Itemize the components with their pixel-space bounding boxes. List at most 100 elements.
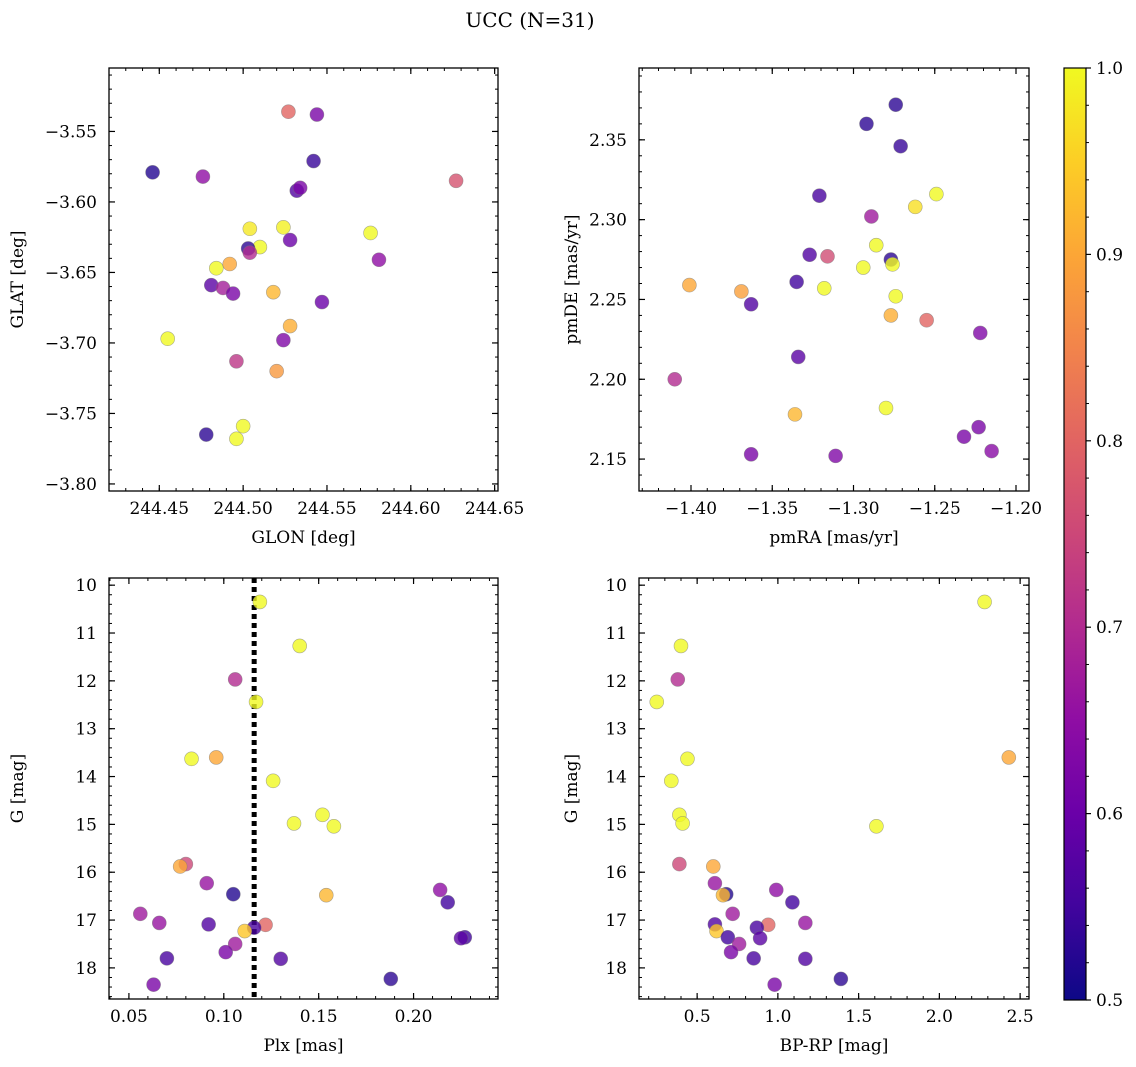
y-tick-label: 16 bbox=[75, 863, 97, 883]
data-point bbox=[956, 429, 972, 445]
data-point bbox=[266, 284, 281, 300]
data-point bbox=[888, 288, 904, 304]
data-point bbox=[159, 951, 175, 966]
y-tick-label: 15 bbox=[75, 815, 97, 835]
y-axis-label: G [mag] bbox=[562, 754, 582, 823]
data-point bbox=[869, 818, 884, 834]
data-point bbox=[248, 694, 264, 710]
data-point bbox=[972, 325, 988, 341]
y-tick-label: 2.35 bbox=[589, 131, 627, 151]
data-point bbox=[363, 225, 378, 241]
data-point bbox=[812, 188, 827, 203]
x-tick-label: 0.20 bbox=[395, 1007, 433, 1027]
plot-frame bbox=[638, 67, 1030, 492]
data-point bbox=[888, 97, 904, 113]
data-point bbox=[276, 220, 291, 235]
data-point bbox=[314, 294, 330, 310]
y-tick-label: 2.25 bbox=[589, 290, 627, 310]
data-point bbox=[242, 245, 258, 261]
plot-frame bbox=[108, 67, 499, 492]
data-point bbox=[269, 363, 284, 379]
data-point bbox=[195, 169, 211, 184]
data-point bbox=[725, 906, 740, 922]
data-point bbox=[184, 751, 199, 767]
data-point bbox=[893, 138, 908, 154]
y-tick-label: 15 bbox=[605, 815, 627, 835]
data-point bbox=[919, 312, 934, 328]
x-tick-label: 244.60 bbox=[381, 499, 440, 519]
x-axis-label: GLON [deg] bbox=[251, 528, 355, 548]
data-point bbox=[199, 875, 215, 891]
data-point bbox=[225, 286, 241, 301]
panel-top-left: 244.45 244.50 244.55 244.60 244.65 −3.80 −3.75… bbox=[8, 67, 524, 548]
data-point bbox=[315, 807, 330, 823]
data-point bbox=[816, 280, 832, 296]
data-point bbox=[672, 856, 687, 872]
data-point bbox=[667, 371, 683, 387]
y-tick-label: −3.70 bbox=[45, 334, 97, 354]
data-point bbox=[227, 936, 243, 952]
x-tick-label: 244.65 bbox=[465, 499, 524, 519]
data-point bbox=[680, 751, 695, 767]
data-point bbox=[833, 971, 849, 987]
data-point bbox=[237, 923, 252, 939]
data-point bbox=[670, 672, 686, 687]
y-tick-label: −3.80 bbox=[45, 475, 97, 495]
x-tick-label: 244.50 bbox=[213, 499, 272, 519]
y-tick-label: 17 bbox=[75, 911, 97, 931]
data-point bbox=[828, 448, 843, 464]
panel-top-right: −1.40 −1.35 −1.30 −1.25 −1.20 2.15 2.20 2.25 2.3… bbox=[562, 67, 1042, 548]
data-point bbox=[235, 418, 251, 434]
data-point bbox=[242, 221, 258, 237]
x-tick-label: 2.0 bbox=[926, 1007, 953, 1027]
data-point bbox=[734, 284, 749, 299]
x-tick-label: 0.05 bbox=[110, 1007, 148, 1027]
y-tick-label: 2.20 bbox=[589, 370, 627, 390]
x-tick-label: −1.30 bbox=[827, 499, 879, 519]
colorbar-tick-label: 0.5 bbox=[1096, 991, 1123, 1011]
data-point bbox=[864, 209, 879, 224]
x-tick-label: −1.20 bbox=[990, 499, 1042, 519]
y-tick-label: 12 bbox=[75, 672, 97, 692]
data-point bbox=[286, 816, 302, 831]
data-point bbox=[273, 951, 289, 967]
data-point bbox=[318, 887, 334, 903]
x-tick-label: 0.10 bbox=[205, 1007, 243, 1027]
y-tick-label: −3.65 bbox=[45, 263, 97, 283]
data-point bbox=[229, 431, 244, 447]
colorbar-tick-label: 0.6 bbox=[1096, 805, 1123, 825]
data-point bbox=[448, 173, 464, 189]
x-tick-label: 1.5 bbox=[845, 1007, 872, 1027]
y-tick-label: 13 bbox=[75, 720, 97, 740]
data-point bbox=[453, 930, 469, 946]
x-tick-label: −1.40 bbox=[665, 499, 717, 519]
y-tick-label: −3.60 bbox=[45, 193, 97, 213]
y-tick-label: 2.30 bbox=[589, 211, 627, 231]
data-point bbox=[265, 773, 281, 789]
data-point bbox=[859, 116, 874, 132]
data-point bbox=[743, 446, 759, 462]
data-point bbox=[151, 915, 167, 931]
colorbar: 0.5 0.6 0.7 0.8 0.9 1.0 bbox=[1063, 59, 1123, 1011]
data-point bbox=[432, 882, 448, 898]
x-tick-label: −1.35 bbox=[746, 499, 798, 519]
scatter-panels: 244.45 244.50 244.55 244.60 244.65 −3.80 −3.75… bbox=[8, 67, 1042, 1056]
data-point bbox=[145, 165, 160, 180]
data-point bbox=[198, 427, 214, 442]
data-point bbox=[785, 895, 800, 910]
colorbar-tick-label: 1.0 bbox=[1096, 59, 1123, 79]
data-point bbox=[172, 859, 188, 874]
data-point bbox=[276, 332, 291, 348]
x-axis-label: BP-RP [mag] bbox=[780, 1036, 889, 1056]
x-tick-label: 244.55 bbox=[297, 499, 356, 519]
y-tick-label: 14 bbox=[75, 768, 97, 788]
data-point bbox=[798, 951, 813, 967]
data-point bbox=[146, 977, 161, 992]
data-point bbox=[715, 887, 731, 903]
y-tick-label: 13 bbox=[605, 720, 627, 740]
data-point bbox=[723, 944, 739, 960]
plot-frame bbox=[638, 577, 1030, 1000]
data-point bbox=[229, 353, 244, 369]
colorbar-tick-label: 0.8 bbox=[1096, 432, 1123, 452]
